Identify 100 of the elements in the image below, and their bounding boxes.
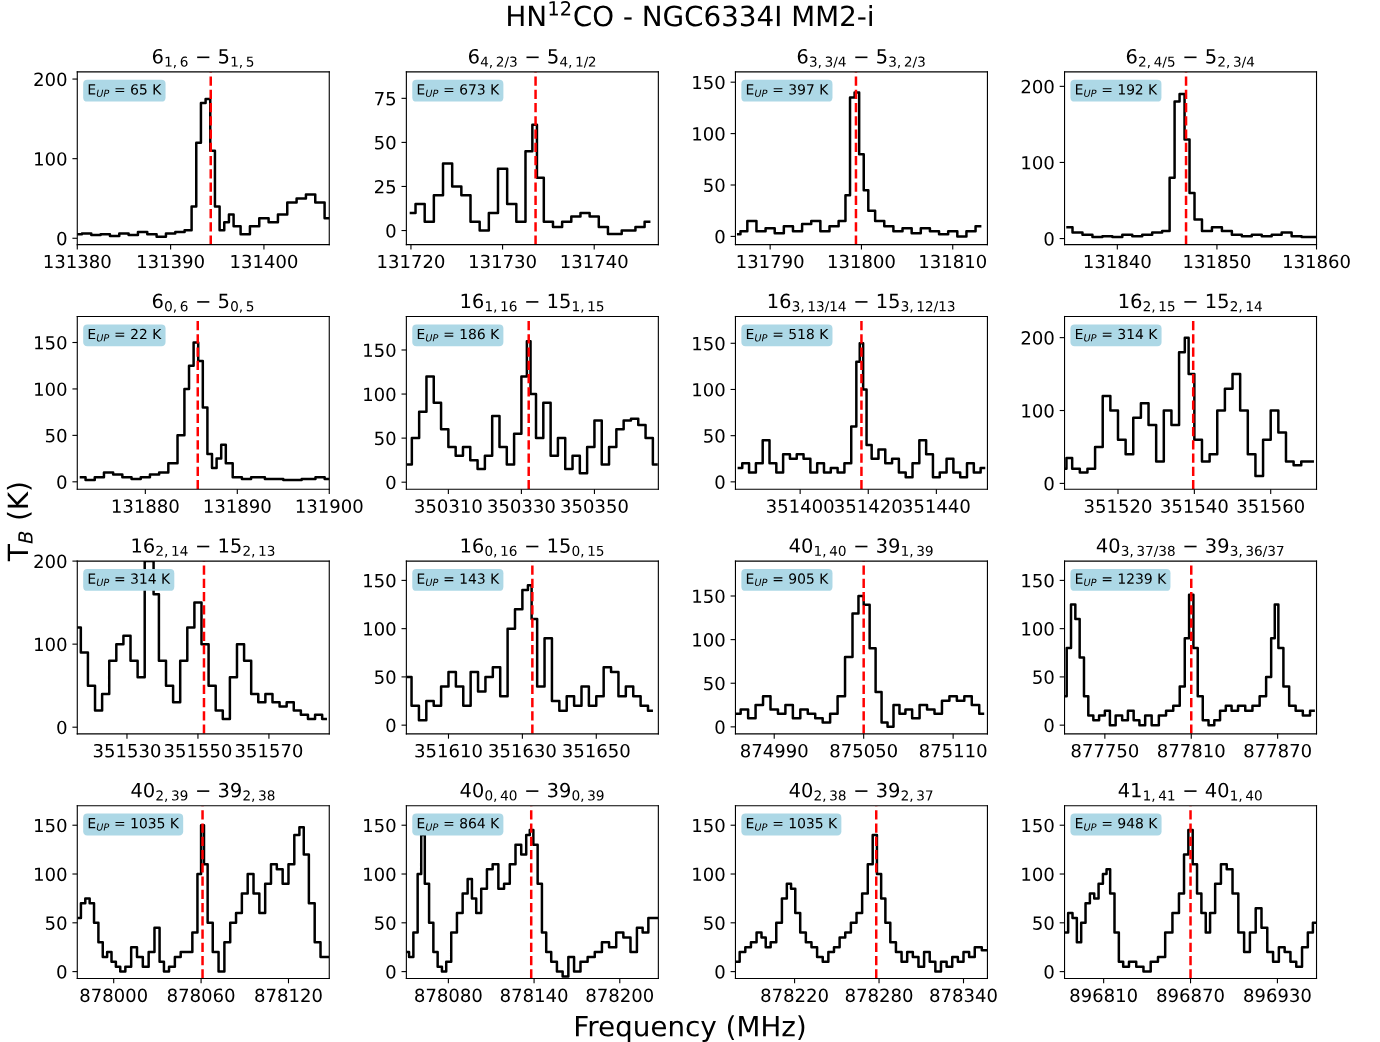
y-tick-label: 50 [1033,916,1054,930]
y-tick-label: 50 [375,135,396,150]
annotation: E$_{UP}$ = 143 K [417,573,500,587]
y-tick-label: 150 [693,75,725,90]
x-tick-label: 131880 [112,499,179,513]
y-tick-label: 100 [693,127,725,141]
annotation: E$_{UP}$ = 864 K [417,817,500,831]
y-tick-label: 150 [1022,818,1054,833]
x-tick-label: 896870 [1157,988,1224,1003]
annotation: E$_{UP}$ = 397 K [746,84,829,97]
annotation: E$_{UP}$ = 673 K [417,84,500,97]
x-tick-label: 351440 [903,499,970,513]
chart-title: 40$_{1,40}$ − 39$_{1,39}$ [789,538,933,558]
x-tick-label: 131810 [920,254,986,269]
x-tick-label: 131740 [561,254,628,269]
y-tick-label: 100 [693,867,725,882]
annotation: E$_{UP}$ = 192 K [1075,84,1158,97]
y-tick-label: 50 [704,916,725,930]
y-tick-label: 200 [34,554,67,569]
y-tick-label: 200 [1021,79,1054,94]
x-tick-label: 351570 [235,743,303,758]
annotation: E$_{UP}$ = 314 K [1075,328,1158,342]
y-tick-label: 0 [57,720,67,735]
chart-title: 41$_{1,41}$ − 40$_{1,40}$ [1118,782,1262,802]
x-tick-label: 131800 [828,254,895,269]
y-tick-label: 150 [693,589,725,604]
y-tick-label: 100 [35,637,67,652]
y-tick-label: 100 [1022,867,1054,882]
chart-title: 16$_{1,16}$ − 15$_{1,15}$ [461,293,604,313]
y-tick-label: 0 [57,965,67,979]
y-tick-label: 0 [1044,965,1054,979]
text: Frequency (MHz) [576,1015,805,1042]
annotation: E$_{UP}$ = 65 K [88,84,162,97]
y-tick-label: 100 [35,152,67,166]
annotation: E$_{UP}$ = 905 K [746,573,829,587]
y-tick-label: 0 [715,229,725,244]
y-tick-label: 200 [34,72,67,87]
chart-title: 6$_{4,2/3}$ − 5$_{4,1/2}$ [468,48,596,69]
x-tick-label: 131390 [138,254,204,269]
y-tick-label: 50 [704,429,725,443]
y-tick-label: 0 [715,965,725,979]
x-tick-label: 131900 [296,499,363,513]
y-tick-label: 0 [1044,232,1054,246]
y-tick-label: 150 [364,818,396,833]
y-tick-label: 100 [693,633,725,647]
x-tick-label: 351400 [767,499,834,513]
x-tick-label: 351550 [164,743,232,758]
x-tick-label: 131860 [1284,254,1350,269]
chart-title: 6$_{2,4/5}$ − 5$_{2,3/4}$ [1126,48,1255,69]
chart-title: 6$_{0,6}$ − 5$_{0,5}$ [152,293,254,313]
x-tick-label: 351650 [563,743,630,758]
y-tick-label: 100 [35,867,67,882]
x-tick-label: 350350 [561,499,628,513]
y-tick-label: 100 [364,622,396,636]
y-tick-label: 50 [375,670,396,685]
y-tick-label: 50 [45,916,67,930]
y-tick-label: 75 [375,92,396,106]
y-tick-label: 0 [386,224,396,238]
x-tick-label: 131840 [1084,254,1151,269]
y-tick-label: 0 [715,475,725,489]
x-tick-label: 351520 [1084,499,1152,513]
x-tick-label: 877750 [1071,743,1139,758]
x-tick-label: 351420 [835,499,902,513]
annotation: E$_{UP}$ = 1035 K [746,817,838,831]
x-tick-label: 131720 [378,254,445,269]
y-tick-label: 150 [693,818,725,833]
x-tick-label: 878220 [761,988,828,1003]
chart-title: 40$_{3,37/38}$ − 39$_{3,36/37}$ [1096,538,1284,558]
y-tick-label: 100 [693,382,725,397]
y-tick-label: 150 [1022,573,1054,588]
x-tick-label: 350310 [415,499,482,513]
y-tick-label: 150 [35,818,67,833]
x-tick-label: 351560 [1237,499,1304,513]
y-tick-label: 100 [1022,622,1054,636]
y-tick-label: 0 [1044,718,1054,733]
annotation: E$_{UP}$ = 1239 K [1075,573,1167,587]
x-tick-label: 878280 [845,988,913,1003]
annotation: E$_{UP}$ = 22 K [88,328,162,342]
annotation: E$_{UP}$ = 314 K [88,573,171,587]
chart-title: 40$_{0,40}$ − 39$_{0,39}$ [460,782,604,802]
y-tick-label: 150 [35,335,67,350]
y-tick-label: 100 [364,867,396,882]
x-tick-label: 131400 [231,254,298,269]
y-tick-label: 25 [374,179,396,194]
y-tick-label: 0 [715,720,725,734]
annotation: E$_{UP}$ = 1035 K [88,817,180,831]
y-tick-label: 50 [375,916,396,930]
annotation: E$_{UP}$ = 518 K [746,328,829,342]
y-tick-label: 50 [704,676,725,691]
x-tick-label: 875050 [830,743,897,758]
chart-title: 6$_{1,6}$ − 5$_{1,5}$ [152,48,254,69]
y-tick-label: 50 [704,178,725,193]
x-tick-label: 878200 [586,988,654,1003]
y-tick-label: 200 [1021,331,1054,345]
x-tick-label: 877870 [1244,743,1311,758]
y-tick-label: 0 [57,475,67,489]
y-tick-label: 150 [693,336,725,351]
x-tick-label: 350330 [488,499,555,513]
x-tick-label: 351530 [93,743,161,758]
annotation: E$_{UP}$ = 948 K [1075,817,1158,831]
